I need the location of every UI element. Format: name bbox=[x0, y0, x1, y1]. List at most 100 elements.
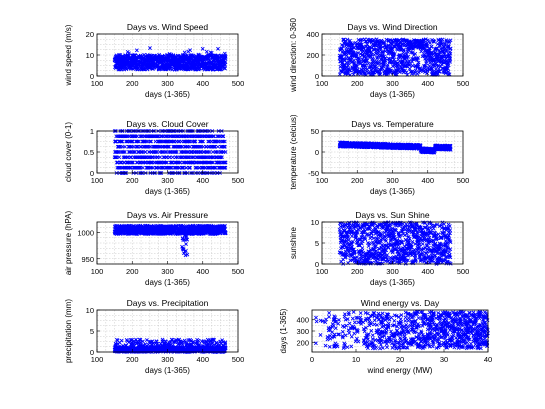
chart-title: Days vs. Wind Speed bbox=[127, 22, 209, 32]
data-point bbox=[357, 57, 362, 61]
data-point bbox=[349, 55, 354, 60]
x-tick-label: 400 bbox=[421, 79, 434, 88]
data-point bbox=[359, 42, 364, 47]
data-point bbox=[348, 38, 352, 43]
data-point bbox=[341, 44, 346, 48]
data-point bbox=[156, 63, 160, 68]
x-tick-label: 200 bbox=[126, 267, 139, 276]
data-point bbox=[415, 58, 419, 63]
data-point bbox=[410, 50, 415, 55]
data-point bbox=[365, 42, 370, 47]
x-tick-label: 500 bbox=[232, 176, 245, 185]
series-markers bbox=[337, 37, 453, 77]
x-tick-label: 500 bbox=[457, 79, 470, 88]
data-point bbox=[416, 55, 421, 60]
x-tick-label: 200 bbox=[351, 79, 364, 88]
data-point bbox=[437, 69, 442, 74]
x-tick-label: 300 bbox=[161, 79, 174, 88]
y-tick-label: 950 bbox=[81, 255, 94, 264]
data-point bbox=[413, 68, 418, 73]
data-point bbox=[127, 51, 131, 56]
data-point bbox=[400, 59, 405, 64]
data-point bbox=[204, 49, 209, 54]
data-point bbox=[351, 72, 356, 77]
data-point bbox=[200, 46, 205, 51]
x-tick-label: 200 bbox=[126, 79, 139, 88]
data-point bbox=[434, 47, 439, 52]
data-point bbox=[374, 59, 379, 64]
x-tick-label: 200 bbox=[351, 176, 364, 185]
x-tick-label: 300 bbox=[386, 79, 399, 88]
x-tick-label: 500 bbox=[232, 79, 245, 88]
y-axis-label: wind speed (m/s) bbox=[64, 24, 73, 86]
data-point bbox=[188, 48, 193, 53]
data-point bbox=[383, 58, 388, 63]
data-point bbox=[391, 54, 396, 58]
x-tick-label: 500 bbox=[457, 176, 470, 185]
data-point bbox=[353, 64, 358, 68]
data-point bbox=[378, 46, 383, 50]
data-point bbox=[365, 58, 370, 63]
x-tick-label: 300 bbox=[161, 176, 174, 185]
data-point bbox=[404, 70, 409, 75]
y-tick-label: 400 bbox=[306, 30, 319, 39]
data-point bbox=[404, 52, 409, 56]
data-point bbox=[182, 50, 187, 55]
data-point bbox=[219, 67, 224, 72]
data-point bbox=[381, 50, 385, 55]
y-tick-label: 1 bbox=[90, 127, 94, 136]
y-tick-label: 10 bbox=[86, 51, 94, 60]
data-point bbox=[116, 67, 121, 72]
data-point bbox=[429, 44, 434, 49]
data-point bbox=[355, 50, 360, 55]
data-point bbox=[148, 46, 152, 50]
x-tick-label: 500 bbox=[232, 267, 245, 276]
data-point bbox=[372, 48, 377, 52]
y-axis-label: temperature (celcius) bbox=[289, 114, 298, 189]
data-point bbox=[369, 50, 373, 54]
data-point bbox=[428, 41, 432, 45]
data-point bbox=[392, 52, 397, 56]
data-point bbox=[429, 66, 434, 71]
data-point bbox=[354, 64, 359, 68]
data-point bbox=[358, 61, 363, 66]
x-tick-label: 300 bbox=[161, 267, 174, 276]
data-point bbox=[223, 62, 228, 67]
y-tick-label: 0 bbox=[90, 169, 94, 178]
x-tick-label: 400 bbox=[421, 176, 434, 185]
data-point bbox=[372, 37, 376, 42]
data-point bbox=[378, 72, 383, 77]
chart-title: Days vs. Temperature bbox=[351, 119, 434, 129]
y-tick-label: 50 bbox=[311, 127, 319, 136]
data-point bbox=[352, 61, 357, 65]
data-point bbox=[366, 61, 371, 66]
x-tick-label: 100 bbox=[91, 267, 104, 276]
data-point bbox=[339, 46, 344, 51]
data-point bbox=[388, 70, 393, 75]
data-point bbox=[423, 37, 428, 42]
data-point bbox=[407, 62, 412, 67]
data-point bbox=[124, 67, 129, 72]
data-point bbox=[406, 54, 411, 59]
data-point bbox=[368, 65, 373, 69]
data-point bbox=[345, 37, 350, 42]
y-tick-label: 0 bbox=[90, 72, 94, 81]
y-axis-label: cloud cover (0-1) bbox=[64, 122, 73, 182]
y-tick-label: 200 bbox=[306, 51, 319, 60]
y-tick-label: 0 bbox=[315, 148, 319, 157]
data-point bbox=[350, 41, 355, 46]
y-axis-label: wind direction: 0-360 bbox=[289, 18, 298, 93]
x-tick-label: 400 bbox=[196, 267, 209, 276]
data-point bbox=[416, 60, 421, 65]
data-point bbox=[399, 42, 404, 47]
x-tick-label: 400 bbox=[196, 79, 209, 88]
data-point bbox=[432, 40, 437, 44]
data-point bbox=[375, 65, 379, 70]
data-point bbox=[407, 66, 412, 71]
chart-title: Days vs. Air Pressure bbox=[127, 210, 209, 220]
